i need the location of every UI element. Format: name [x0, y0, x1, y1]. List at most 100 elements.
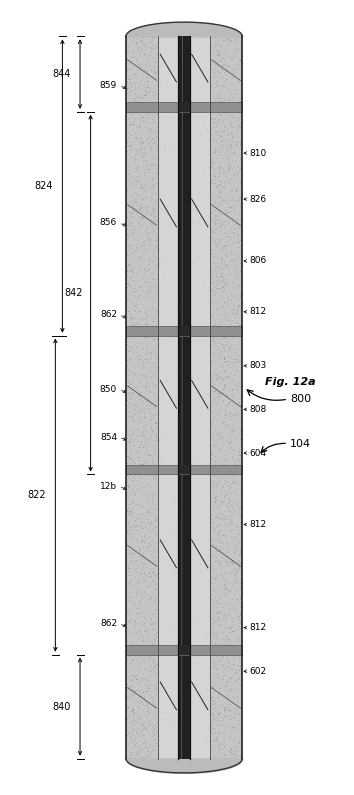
Point — [153, 472, 159, 485]
Point — [225, 313, 231, 326]
Point — [148, 69, 154, 82]
Point — [153, 502, 159, 515]
Point — [127, 392, 133, 405]
Point — [217, 432, 222, 445]
Point — [131, 453, 137, 466]
Point — [215, 502, 221, 514]
Point — [218, 719, 224, 731]
Point — [148, 515, 154, 528]
Point — [239, 588, 245, 600]
Point — [135, 642, 141, 654]
Point — [130, 225, 136, 238]
Point — [209, 448, 214, 460]
Point — [212, 170, 217, 183]
Point — [183, 611, 189, 624]
Point — [229, 556, 235, 569]
Point — [212, 654, 217, 667]
Point — [236, 631, 242, 644]
Point — [199, 677, 205, 689]
Point — [220, 529, 225, 542]
Point — [235, 87, 240, 99]
Point — [154, 559, 159, 572]
Point — [141, 556, 147, 569]
Point — [217, 281, 222, 294]
Point — [236, 656, 242, 669]
Point — [238, 142, 244, 155]
Point — [238, 742, 244, 754]
Point — [214, 607, 220, 620]
Point — [162, 138, 168, 150]
Point — [220, 741, 226, 754]
Point — [224, 196, 230, 208]
Point — [142, 430, 147, 443]
Point — [128, 209, 134, 222]
Point — [126, 258, 132, 270]
Point — [230, 444, 236, 456]
Point — [219, 192, 225, 205]
Bar — [178, 37, 190, 758]
Point — [212, 57, 217, 70]
Point — [223, 337, 229, 350]
Point — [219, 262, 224, 274]
Point — [137, 677, 143, 690]
Point — [237, 576, 243, 589]
Point — [211, 103, 217, 115]
Point — [148, 142, 154, 154]
Point — [149, 272, 155, 285]
Point — [217, 179, 223, 192]
Point — [154, 657, 160, 670]
Point — [158, 384, 163, 397]
Point — [224, 663, 230, 676]
Point — [154, 545, 160, 557]
Point — [239, 638, 245, 651]
Point — [222, 106, 228, 118]
Point — [147, 347, 152, 359]
Point — [142, 529, 147, 542]
Point — [218, 130, 224, 142]
Point — [226, 634, 232, 647]
Point — [155, 68, 161, 80]
Point — [202, 221, 207, 234]
Point — [239, 572, 244, 585]
Point — [219, 315, 224, 328]
Point — [131, 670, 136, 683]
Point — [235, 610, 241, 622]
Point — [228, 185, 234, 198]
Point — [218, 337, 224, 350]
Point — [133, 130, 139, 143]
Point — [155, 235, 160, 247]
Point — [222, 370, 227, 383]
Point — [215, 232, 221, 245]
Point — [145, 433, 151, 446]
Point — [236, 670, 241, 683]
Point — [135, 216, 141, 229]
Point — [144, 319, 150, 332]
Point — [239, 620, 244, 633]
Point — [224, 38, 230, 51]
Point — [239, 632, 244, 645]
Point — [238, 579, 244, 591]
Point — [144, 712, 150, 724]
Point — [128, 207, 134, 219]
Point — [212, 215, 218, 228]
Point — [229, 332, 235, 345]
Point — [228, 742, 234, 754]
Point — [154, 141, 160, 153]
Point — [239, 319, 245, 332]
Point — [140, 425, 145, 438]
Point — [136, 393, 142, 405]
Point — [231, 475, 237, 488]
Point — [232, 87, 237, 100]
Point — [209, 159, 214, 172]
Point — [138, 281, 144, 293]
Point — [218, 458, 224, 471]
Point — [150, 86, 156, 99]
Point — [150, 515, 155, 528]
Point — [159, 591, 165, 604]
Point — [227, 409, 233, 422]
Point — [232, 236, 237, 249]
Point — [140, 666, 146, 679]
Point — [223, 629, 229, 642]
Point — [140, 270, 146, 283]
Point — [227, 332, 232, 345]
